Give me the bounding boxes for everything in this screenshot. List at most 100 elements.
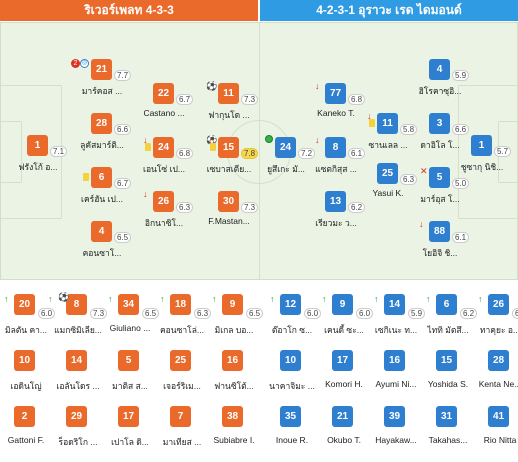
shirt-number[interactable]: 12 bbox=[280, 294, 301, 315]
shirt-number[interactable]: 14 bbox=[66, 350, 87, 371]
shirt-number[interactable]: 17 bbox=[118, 406, 139, 427]
shirt-number[interactable]: 10 bbox=[280, 350, 301, 371]
home-sub-8[interactable]: 8 7.3 ↑ ⚽ แมกซิมิเลีย... bbox=[48, 292, 108, 340]
shirt-number[interactable]: 30 bbox=[218, 191, 239, 212]
player-name[interactable]: คอนซาโ... bbox=[82, 248, 122, 258]
shirt-number[interactable]: 5 bbox=[118, 350, 139, 371]
shirt-number[interactable]: 77 bbox=[325, 83, 346, 104]
away-sub-28[interactable]: 28 Kenta Ne... bbox=[476, 350, 518, 396]
player-name[interactable]: มิลตัน คา... bbox=[4, 325, 48, 335]
shirt-number[interactable]: 9 bbox=[332, 294, 353, 315]
away-sub-6[interactable]: 6 6.2 ↑ ไททิ มัตสึ... bbox=[424, 294, 478, 340]
shirt-number[interactable]: 28 bbox=[488, 350, 509, 371]
player-name[interactable]: เรียวมะ ว... bbox=[315, 218, 357, 228]
player-name[interactable]: Okubo T. bbox=[327, 435, 361, 445]
shirt-number[interactable]: 88 bbox=[429, 221, 450, 242]
player-name[interactable]: มาเทียส ... bbox=[162, 437, 202, 447]
player-name[interactable]: แมกซิมิเลีย... bbox=[54, 325, 102, 335]
shirt-number[interactable]: 1 bbox=[27, 135, 48, 156]
shirt-number[interactable]: 5 bbox=[429, 167, 450, 188]
player-name[interactable]: ซานเลล ... bbox=[368, 140, 408, 150]
player-name[interactable]: ฟากุนโด ... bbox=[208, 110, 250, 120]
player-name[interactable]: มาร์อุส โ... bbox=[420, 194, 460, 204]
shirt-number[interactable]: 15 bbox=[218, 137, 239, 158]
shirt-number[interactable]: 17 bbox=[332, 350, 353, 371]
player-name[interactable]: มาร์คอส ... bbox=[81, 86, 123, 96]
player-name[interactable]: F.Mastan... bbox=[208, 216, 250, 226]
away-sub-31[interactable]: 31 Takahas... bbox=[424, 406, 472, 452]
home-player-m1[interactable]: 22 6.7 Castano ... bbox=[129, 83, 199, 123]
shirt-number[interactable]: 11 bbox=[218, 83, 239, 104]
home-team-title[interactable]: ริเวอร์เพลท 4-3-3 bbox=[0, 0, 258, 21]
shirt-number[interactable]: 11 bbox=[377, 113, 398, 134]
player-name[interactable]: นาคาจิมะ ... bbox=[269, 381, 315, 391]
player-name[interactable]: อิกนาซิโ... bbox=[144, 218, 184, 228]
shirt-number[interactable]: 8 bbox=[325, 137, 346, 158]
shirt-number[interactable]: 25 bbox=[170, 350, 191, 371]
away-player-am1[interactable]: 77 6.8 Kaneko T. ↓ bbox=[301, 82, 371, 123]
away-player-am2[interactable]: 8 6.1 แซตกิสุส ... ↓ bbox=[301, 136, 371, 177]
player-name[interactable]: เจอร์ริเม... bbox=[163, 381, 201, 391]
home-player-m2[interactable]: 24 6.8 เอนโซ่ เป... ↓ bbox=[129, 136, 199, 177]
shirt-number[interactable]: 9 bbox=[222, 294, 243, 315]
player-name[interactable]: เปาโล ดิ... bbox=[111, 437, 149, 447]
player-name[interactable]: โยอิจิ ชิ... bbox=[422, 248, 458, 258]
home-sub-16[interactable]: 16 ฟานซิโต้... bbox=[210, 350, 258, 396]
away-sub-39[interactable]: 39 Hayakaw... bbox=[372, 406, 420, 452]
away-team-title[interactable]: 4-2-3-1 อุราวะ เรด ไดมอนด์ bbox=[260, 0, 518, 21]
away-sub-17[interactable]: 17 Komori H. bbox=[320, 350, 368, 396]
shirt-number[interactable]: 29 bbox=[66, 406, 87, 427]
player-name[interactable]: ฮิโรคาซุอิ... bbox=[418, 86, 462, 96]
home-player-d2[interactable]: 28 6.6 ลูคัสมาร์ติ... bbox=[67, 113, 137, 153]
away-player-d1[interactable]: 4 5.9 ฮิโรคาซุอิ... bbox=[405, 59, 475, 99]
player-name[interactable]: Castano ... bbox=[143, 108, 185, 118]
player-name[interactable]: เอลันโดร ... bbox=[56, 381, 100, 391]
home-player-d4[interactable]: 4 6.5 คอนซาโ... bbox=[67, 221, 137, 261]
player-name[interactable]: เคร์ฮัน เป... bbox=[81, 194, 123, 204]
player-name[interactable]: Ayumi Ni... bbox=[375, 379, 417, 389]
home-sub-14[interactable]: 14 เอลันโดร ... bbox=[54, 350, 102, 396]
player-name[interactable]: เซบาสเตีย... bbox=[206, 164, 252, 174]
home-sub-25[interactable]: 25 เจอร์ริเม... bbox=[158, 350, 206, 396]
home-sub-17[interactable]: 17 เปาโล ดิ... bbox=[106, 406, 154, 452]
home-sub-5[interactable]: 5 มาติส ส... bbox=[106, 350, 154, 396]
shirt-number[interactable]: 4 bbox=[91, 221, 112, 242]
away-player-d4[interactable]: 88 6.1 โยอิจิ ชิ... ↓ bbox=[405, 220, 475, 261]
away-sub-35[interactable]: 35 Inoue R. bbox=[268, 406, 316, 452]
away-sub-21[interactable]: 21 Okubo T. bbox=[320, 406, 368, 452]
shirt-number[interactable]: 28 bbox=[91, 113, 112, 134]
player-name[interactable]: แซตกิสุส ... bbox=[315, 164, 357, 174]
home-player-m3[interactable]: 26 6.3 อิกนาซิโ... ↓ bbox=[129, 190, 199, 231]
player-name[interactable]: Kenta Ne... bbox=[478, 379, 518, 389]
player-name[interactable]: เอดินโญ่ bbox=[10, 381, 42, 391]
away-sub-14[interactable]: 14 5.9 ↑ เซกิเนะ ท... bbox=[372, 294, 426, 340]
player-name[interactable]: มาติส ส... bbox=[112, 381, 148, 391]
home-player-f3[interactable]: 30 7.3 F.Mastan... bbox=[194, 191, 264, 231]
shirt-number[interactable]: 16 bbox=[384, 350, 405, 371]
away-sub-9[interactable]: 9 6.0 ↑ เคนดี้ ซะ... bbox=[320, 294, 374, 340]
shirt-number[interactable]: 24 bbox=[275, 137, 296, 158]
shirt-number[interactable]: 3 bbox=[429, 113, 450, 134]
player-name[interactable]: Giuliano ... bbox=[109, 323, 151, 333]
player-name[interactable]: ยูสึเกะ มั... bbox=[267, 164, 305, 174]
shirt-number[interactable]: 18 bbox=[170, 294, 191, 315]
shirt-number[interactable]: 26 bbox=[488, 294, 509, 315]
shirt-number[interactable]: 16 bbox=[222, 350, 243, 371]
player-name[interactable]: คอนซาโล่... bbox=[159, 325, 204, 335]
player-name[interactable]: มิเกล บอ... bbox=[214, 325, 254, 335]
home-player-gk[interactable]: 1 7.1 ฟรังโก้ อ... bbox=[3, 135, 73, 175]
player-name[interactable]: เคนดี้ ซะ... bbox=[324, 325, 364, 335]
away-sub-15[interactable]: 15 Yoshida S. bbox=[424, 350, 472, 396]
home-sub-20[interactable]: 20 6.0 ↑ มิลตัน คา... bbox=[2, 294, 56, 340]
away-sub-16[interactable]: 16 Ayumi Ni... bbox=[372, 350, 420, 396]
shirt-number[interactable]: 35 bbox=[280, 406, 301, 427]
away-sub-10[interactable]: 10 นาคาจิมะ ... bbox=[268, 350, 316, 396]
shirt-number[interactable]: 1 bbox=[471, 135, 492, 156]
shirt-number[interactable]: 13 bbox=[325, 191, 346, 212]
player-name[interactable]: Rio Nitta bbox=[483, 435, 517, 445]
shirt-number[interactable]: 41 bbox=[488, 406, 509, 427]
away-sub-41[interactable]: 41 Rio Nitta bbox=[476, 406, 518, 452]
home-sub-18[interactable]: 18 6.3 ↑ คอนซาโล่... bbox=[158, 294, 212, 340]
player-name[interactable]: เซกิเนะ ท... bbox=[374, 325, 418, 335]
